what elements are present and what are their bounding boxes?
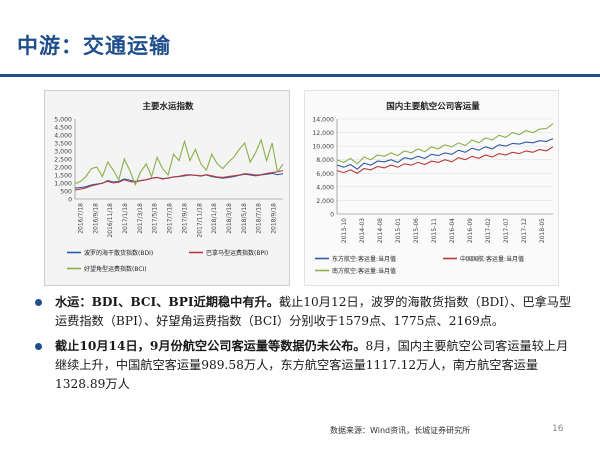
series-line [74, 138, 284, 187]
x-tick-label: 2016-09 [467, 218, 474, 243]
series-line [336, 146, 554, 174]
x-tick-label: 2016/11/18 [107, 203, 114, 238]
x-tick-label: 2017/7/18 [167, 203, 174, 234]
series-line [74, 170, 284, 191]
chart-title: 主要水运指数 [142, 101, 194, 112]
x-tick-label: 2017/1/18 [122, 203, 129, 234]
legend-label: 东方航空:客运量:当月值 [332, 255, 396, 263]
water-transport-chart: 主要水运指数 05001,0001,5002,0002,5003,0003,500… [54, 101, 284, 273]
bullet-lead-rest: BDI、BCI、BPI近期稳中有升。 [91, 295, 279, 309]
data-source-note: 数据来源：Wind资讯，长城证券研究所 [330, 426, 471, 435]
bullet-air-transport: 截止10月14日，9月份航空公司客运量等数据仍未公布。8月，国内主要航空公司客运… [33, 337, 573, 394]
legend-label: 好望角型运费指数(BCI) [84, 265, 147, 273]
x-tick-label: 2014-03 [359, 218, 366, 243]
legend-label: 巴拿马型运费指数(BPI) [206, 249, 268, 257]
x-tick-label: 2017-02 [485, 218, 492, 243]
y-tick-label: 0 [330, 212, 334, 219]
series-line [336, 138, 554, 170]
y-tick-label: 2,500 [54, 157, 72, 164]
y-tick-label: 0 [68, 197, 72, 204]
x-tick-label: 2016-04 [449, 218, 456, 243]
y-tick-label: 2,000 [54, 165, 72, 172]
bullet-text: 8月，国内主要航空公司客运量较上月继续上升，中国航空客运量989.58万人，东方… [55, 339, 569, 391]
bullet-dot [35, 299, 42, 306]
water-transport-chart-panel: 主要水运指数 0 500 1,000 1,500 2,000 2,500 3,000 3,500… [44, 90, 290, 286]
x-tick-label: 2018/9/18 [271, 203, 278, 234]
x-tick-label: 2017/5/18 [152, 203, 159, 234]
y-tick-label: 4,000 [316, 184, 334, 191]
bullet-lead: 截止10月14日，9月份航空公司客运量等数据仍未公布。 [55, 339, 366, 353]
series-line [336, 123, 554, 165]
series-line [74, 172, 284, 189]
x-tick-label: 2017/9/18 [181, 203, 188, 234]
legend-label: 南方航空:客运量:当月值 [332, 267, 396, 275]
y-tick-label: 2,000 [316, 198, 334, 205]
bullet-lead: 水运： [55, 295, 92, 309]
legend-label: 中国国航:客运量:当月值 [460, 255, 524, 263]
bullet-water-transport: 水运：BDI、BCI、BPI近期稳中有升。截止10月12日，波罗的海散货指数（B… [33, 293, 573, 331]
y-tick-label: 6,000 [316, 171, 334, 178]
y-tick-label: 12,000 [312, 130, 334, 137]
x-tick-label: 2017/3/18 [137, 203, 144, 234]
air-passenger-chart: 国内主要航空公司客运量 0 2,000 4,000 6,000 8,000 10,000 12… [312, 101, 554, 275]
y-tick-label: 10,000 [312, 144, 334, 151]
x-tick-label: 2015-01 [395, 218, 402, 243]
y-tick-label: 1,000 [54, 181, 72, 188]
bullet-list: 水运：BDI、BCI、BPI近期稳中有升。截止10月12日，波罗的海散货指数（B… [33, 293, 573, 400]
slide-title: 中游：交通运输 [17, 34, 171, 58]
title-divider [0, 74, 600, 77]
y-tick-label: 1,500 [54, 173, 72, 180]
bullet-dot [35, 343, 42, 350]
y-tick-label: 3,000 [54, 149, 72, 156]
x-tick-label: 2015-11 [431, 218, 438, 243]
x-tick-label: 2017-12 [521, 218, 528, 243]
x-tick-label: 2016/7/18 [77, 203, 84, 234]
page-number: 16 [552, 424, 564, 434]
x-tick-label: 2018/3/18 [226, 203, 233, 234]
x-tick-label: 2014-08 [377, 218, 384, 243]
bullet-text: 截止10月12日，波罗的海散货指数（BDI）、巴拿马型运费指数（BPI）、好望角… [55, 295, 572, 328]
x-tick-label: 2016/9/18 [92, 203, 99, 234]
x-tick-label: 2013-10 [341, 218, 348, 243]
y-tick-label: 4,500 [54, 125, 72, 132]
x-tick-label: 2017/11/18 [196, 203, 203, 238]
legend-label: 波罗的海干散货指数(BDI) [84, 249, 153, 257]
x-tick-label: 2015-06 [413, 218, 420, 243]
y-tick-label: 3,500 [54, 141, 72, 148]
y-tick-label: 4,000 [54, 133, 72, 140]
x-tick-label: 2017-07 [503, 218, 510, 243]
y-tick-label: 14,000 [312, 117, 334, 124]
x-tick-label: 2018/7/18 [256, 203, 263, 234]
chart-title: 国内主要航空公司客运量 [386, 101, 480, 112]
y-tick-label: 5,000 [54, 117, 72, 124]
x-tick-label: 2018/5/18 [241, 203, 248, 234]
x-tick-label: 2018-05 [539, 218, 546, 243]
y-tick-label: 500 [60, 189, 72, 196]
air-passenger-chart-panel: 国内主要航空公司客运量 0 2,000 4,000 6,000 8,000 10,000 12… [304, 90, 559, 286]
y-tick-label: 8,000 [316, 157, 334, 164]
x-tick-label: 2018/1/18 [211, 203, 218, 234]
